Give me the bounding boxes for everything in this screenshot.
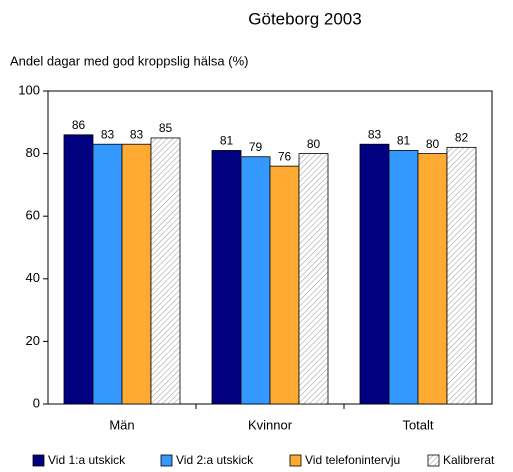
x-tick-label: Totalt — [402, 417, 433, 432]
value-label: 85 — [159, 121, 173, 135]
y-tick-label: 60 — [26, 208, 40, 223]
legend-label: Vid 1:a utskick — [48, 453, 126, 467]
bar — [121, 143, 152, 405]
legend-swatch — [160, 454, 173, 467]
y-axis-label: Andel dagar med god kroppslig hälsa (%) — [10, 53, 248, 68]
value-label: 80 — [426, 137, 440, 151]
legend-label: Vid 2:a utskick — [176, 453, 254, 467]
legend-label: Kalibrerat — [443, 453, 495, 467]
bar — [446, 146, 477, 405]
x-tick-label: Kvinnor — [248, 417, 293, 432]
value-label: 79 — [249, 140, 263, 154]
legend-label: Vid telefonintervju — [305, 453, 400, 467]
bar — [92, 143, 123, 405]
bar — [417, 153, 448, 405]
y-tick-label: 0 — [33, 395, 40, 410]
legend-swatch — [32, 454, 45, 467]
y-tick-label: 20 — [26, 333, 40, 348]
bar — [359, 143, 390, 405]
legend-swatch — [427, 454, 440, 467]
value-label: 83 — [130, 127, 144, 141]
value-label: 80 — [307, 137, 321, 151]
x-tick-label: Män — [109, 417, 134, 432]
y-tick-label: 80 — [26, 145, 40, 160]
bar — [269, 165, 300, 405]
y-tick-label: 100 — [18, 82, 40, 97]
value-label: 83 — [101, 127, 115, 141]
value-label: 81 — [220, 134, 234, 148]
value-label: 83 — [368, 127, 382, 141]
bar — [298, 153, 329, 405]
legend-swatch — [289, 454, 302, 467]
value-label: 82 — [455, 131, 469, 145]
value-label: 86 — [72, 118, 86, 132]
bar — [63, 134, 94, 405]
y-tick-label: 40 — [26, 270, 40, 285]
bar — [150, 137, 181, 405]
chart-title: Göteborg 2003 — [248, 9, 361, 28]
bar — [211, 150, 242, 405]
value-label: 76 — [278, 149, 292, 163]
bar — [240, 156, 271, 405]
bar — [388, 150, 419, 405]
value-label: 81 — [397, 134, 411, 148]
